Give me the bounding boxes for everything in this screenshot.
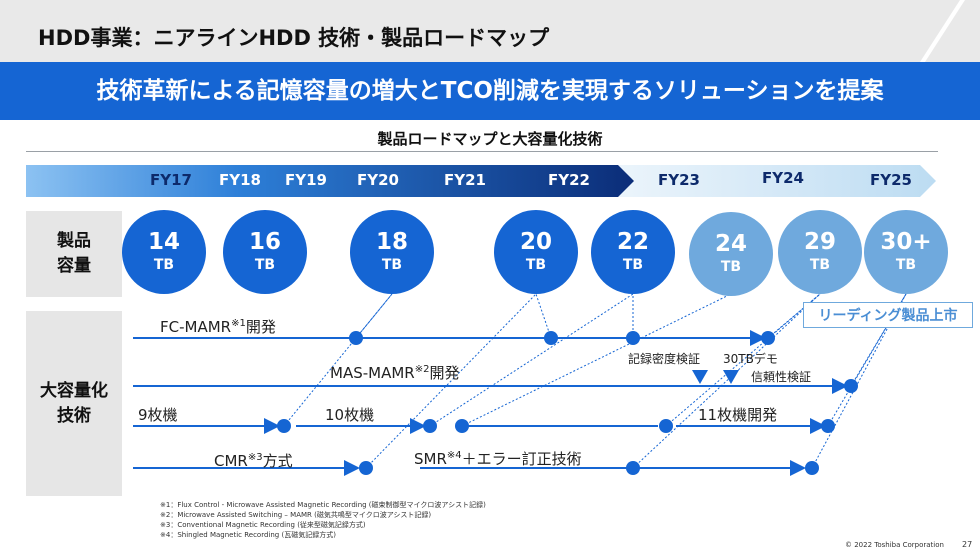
footnotes: ※1：Flux Control - Microwave Assisted Mag… [160, 500, 486, 540]
capacity-29tb: 29 TB [778, 210, 862, 294]
title-bar-bg [0, 0, 980, 62]
fy-label: FY25 [870, 171, 912, 189]
footnote: ※4：Shingled Magnetic Recording (瓦磁気記録方式) [160, 531, 336, 539]
capacity-24tb: 24 TB [689, 212, 773, 296]
subtitle-divider [26, 151, 938, 152]
fy-label: FY22 [548, 171, 590, 189]
cmr-label: CMR※3方式 [214, 452, 293, 470]
capacity-18tb: 18 TB [350, 210, 434, 294]
mas-mamr-label: MAS-MAMR※2開発 [330, 364, 460, 382]
platters-10-label: 10枚機 [325, 406, 375, 424]
fy-label: FY21 [444, 171, 486, 189]
fy-label: FY23 [658, 171, 700, 189]
capacity-22tb: 22 TB [591, 210, 675, 294]
fy-label: FY18 [219, 171, 261, 189]
reliability-verify-label: 信頼性検証 [751, 370, 812, 384]
density-verify-label: 記録密度検証 [628, 352, 701, 366]
fy-label: FY19 [285, 171, 327, 189]
smr-label: SMR※4＋エラー訂正技術 [414, 450, 582, 468]
demo-30tb-label: 30TBデモ [723, 352, 778, 366]
footnote: ※3：Conventional Magnetic Recording (従来型磁… [160, 521, 366, 529]
capacity-16tb: 16 TB [223, 210, 307, 294]
headline-banner: 技術革新による記憶容量の増大とTCO削減を実現するソリューションを提案 [0, 62, 980, 120]
fy-label: FY24 [762, 169, 804, 187]
leading-product-badge: リーディング製品上市 [803, 302, 973, 328]
capacity-30plus-tb: 30+ TB [864, 210, 948, 294]
capacity-20tb: 20 TB [494, 210, 578, 294]
platters-11-label: 11枚機開発 [698, 406, 778, 424]
page-number: 27 [962, 540, 973, 549]
footnote: ※2：Microwave Assisted Switching – MAMR (… [160, 511, 432, 519]
fc-mamr-label: FC-MAMR※1開発 [160, 318, 276, 336]
capacity-row-label: 製品 容量 [26, 211, 122, 297]
capacity-14tb: 14 TB [122, 210, 206, 294]
fy-label: FY20 [357, 171, 399, 189]
roadmap-subtitle: 製品ロードマップと大容量化技術 [377, 130, 603, 148]
fy-label: FY17 [150, 171, 192, 189]
copyright: © 2022 Toshiba Corporation [845, 541, 944, 549]
footnote: ※1：Flux Control - Microwave Assisted Mag… [160, 501, 486, 509]
page-title: HDD事業：ニアラインHDD 技術・製品ロードマップ [38, 26, 550, 50]
platters-9-label: 9枚機 [138, 406, 178, 424]
tech-row-label: 大容量化 技術 [26, 311, 122, 496]
